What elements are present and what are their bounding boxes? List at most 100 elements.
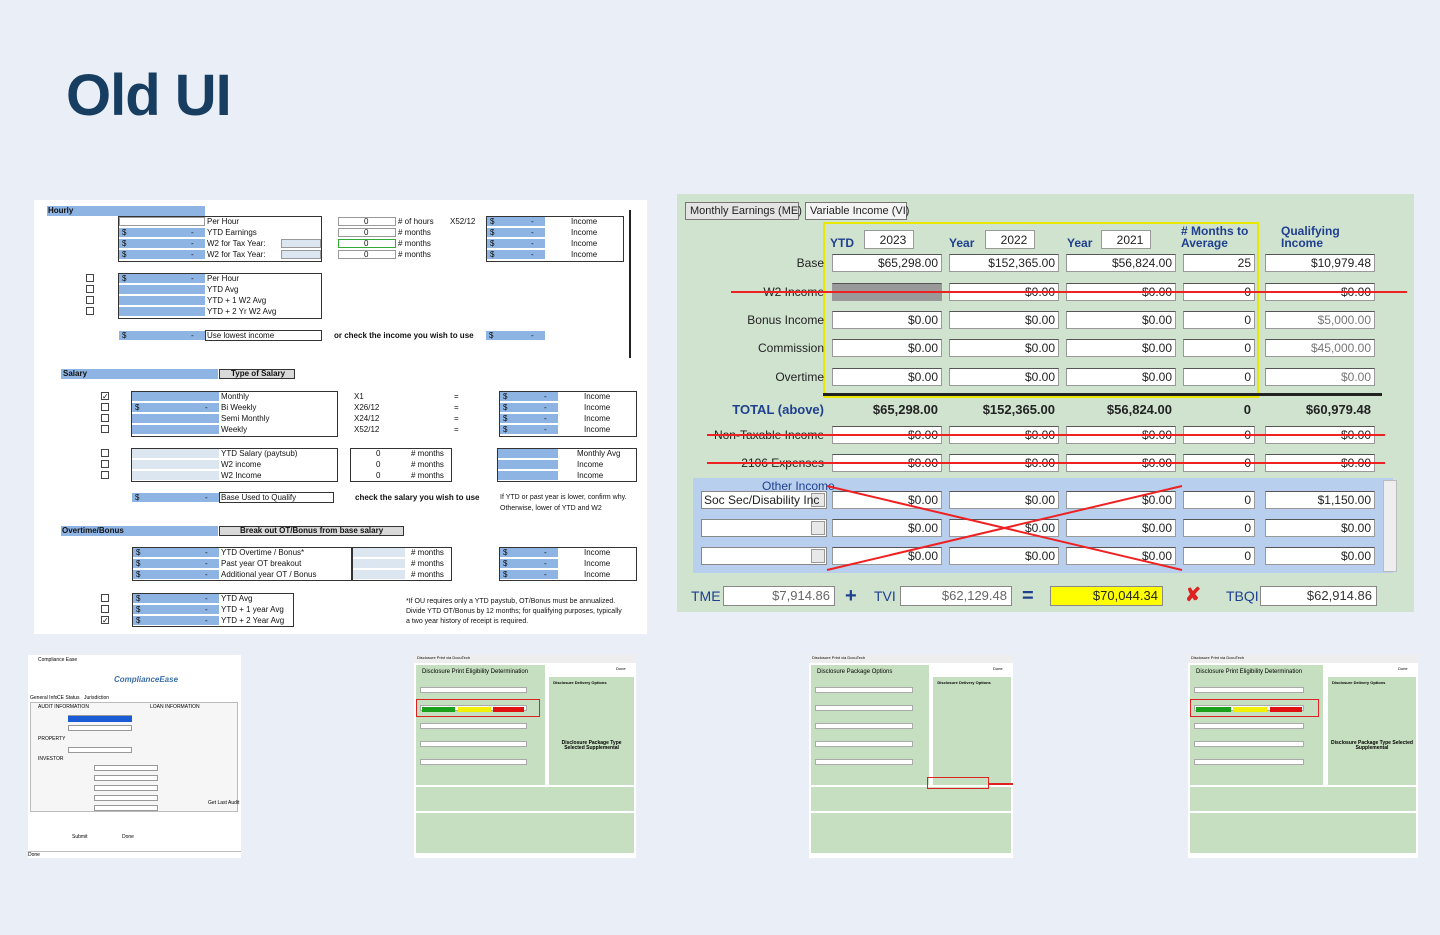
- value-input: [1183, 311, 1255, 329]
- dash: -: [531, 331, 534, 340]
- result-label: Income: [571, 250, 598, 259]
- field: [420, 687, 527, 693]
- input-value: 0: [364, 250, 369, 259]
- note: If YTD or past year is lower, confirm wh…: [500, 494, 627, 501]
- group-box: [497, 448, 637, 482]
- unit-label: # months: [398, 239, 431, 248]
- year-value: 2023: [879, 233, 907, 247]
- column-header: Qualifying Income: [1281, 224, 1340, 250]
- input-value: 0: [364, 228, 369, 237]
- unit-label: # months: [411, 559, 444, 568]
- window-title: Disclosure Print via DocuTech: [1191, 655, 1245, 660]
- section-title: Salary: [63, 369, 88, 378]
- value-input: [1066, 368, 1176, 386]
- dash: -: [531, 217, 534, 226]
- value-input: [1183, 519, 1255, 537]
- currency: $: [122, 239, 127, 248]
- value: $0.00: [1024, 549, 1055, 563]
- value-input: [1265, 311, 1375, 329]
- money-cell: [500, 414, 558, 423]
- button-label: Done: [1398, 666, 1408, 671]
- value: $0.00: [1340, 370, 1371, 384]
- value: $0.00: [1141, 341, 1172, 355]
- value-input: [949, 339, 1059, 357]
- button-label: Done: [993, 666, 1003, 671]
- currency: $: [490, 250, 495, 259]
- input-cell: [132, 460, 219, 469]
- formula: X52/12: [450, 217, 476, 226]
- value-input: [1066, 311, 1176, 329]
- group-box: [131, 391, 338, 437]
- value: $56,824.00: [1111, 256, 1172, 270]
- value-input: [949, 254, 1059, 272]
- row-label: YTD Salary (paytsub): [221, 449, 298, 458]
- row-label: Bi Weekly: [221, 403, 257, 412]
- checkbox: [101, 403, 109, 411]
- window-title: Compliance Ease: [38, 657, 78, 663]
- field: [815, 705, 913, 711]
- input-cell: [338, 217, 396, 226]
- value: $56,824.00: [1106, 402, 1172, 417]
- value-input: [1265, 368, 1375, 386]
- money-cell: [486, 331, 545, 340]
- dropdown: [701, 491, 827, 509]
- dropdown: [701, 547, 827, 565]
- currency: $: [490, 217, 495, 226]
- input-cell: [353, 570, 405, 579]
- money-cell: [487, 239, 545, 248]
- group-box: [499, 547, 637, 581]
- value-input: [949, 491, 1059, 509]
- section-subtitle: Type of Salary: [231, 369, 286, 378]
- input-value: 0: [376, 471, 381, 480]
- section-subheader: [219, 369, 295, 379]
- value: $0.00: [1340, 549, 1371, 563]
- total-value: $70,044.34: [1092, 588, 1158, 603]
- unit-label: # months: [411, 548, 444, 557]
- field: [420, 759, 527, 765]
- input-cell: [338, 250, 396, 259]
- field: [94, 795, 158, 801]
- panel-heading: Disclosure Package Options: [817, 669, 893, 675]
- input-value: 0: [364, 239, 369, 248]
- window-title: Disclosure Print via DocuTech: [417, 655, 471, 660]
- input-cell: [119, 285, 205, 294]
- money-cell: [119, 250, 205, 259]
- window-title: Disclosure Print via DocuTech: [812, 655, 866, 660]
- result-label: Income: [577, 460, 604, 469]
- group-box: [352, 547, 452, 581]
- row-label: Base: [796, 256, 824, 270]
- variable-income-screenshot: Monthly Earnings (ME) Variable Income (VI…: [677, 194, 1414, 612]
- year-input: [985, 230, 1035, 249]
- currency: $: [489, 331, 494, 340]
- column-header: YTD: [830, 236, 854, 250]
- value-input: [1183, 368, 1255, 386]
- currency: $: [122, 228, 127, 237]
- equals: =: [454, 425, 459, 434]
- window-bar: [809, 655, 1013, 663]
- money-cell: [119, 274, 205, 283]
- cross-out: [826, 485, 1183, 571]
- value: $60,979.48: [1305, 402, 1371, 417]
- value-input: [1265, 339, 1375, 357]
- unit-label: # months: [411, 449, 444, 458]
- dash: -: [191, 250, 194, 259]
- input-cell: [132, 392, 219, 401]
- money-cell: [133, 605, 219, 614]
- package-label: Disclosure Package Type Selected Supplem…: [1331, 740, 1413, 751]
- input-cell: [132, 425, 219, 434]
- row-label: Use lowest income: [207, 331, 275, 340]
- row-label: YTD + 1 year Avg: [221, 605, 284, 614]
- total-value: $62,129.48: [941, 588, 1007, 603]
- money-cell: [487, 217, 545, 226]
- green-panel: [811, 787, 1011, 811]
- row-label: W2 Income: [221, 471, 262, 480]
- value: $0.00: [1141, 313, 1172, 327]
- money-cell: [133, 559, 219, 568]
- value-input: [949, 547, 1059, 565]
- input-cell: [498, 471, 558, 480]
- checkbox: [101, 414, 109, 422]
- field: [94, 775, 158, 781]
- currency: $: [503, 392, 508, 401]
- field: [94, 805, 158, 811]
- value: 0: [1244, 341, 1251, 355]
